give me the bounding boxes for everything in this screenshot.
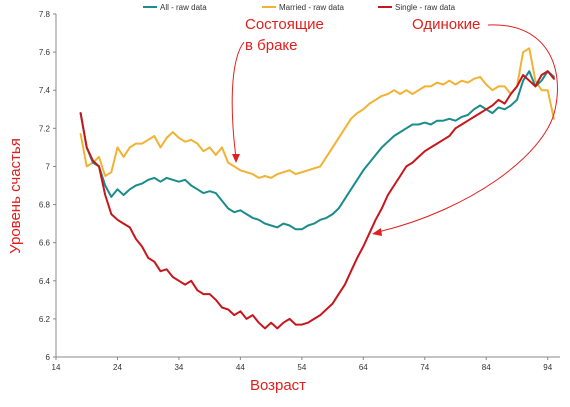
annotation-married-line-2: в браке bbox=[245, 37, 298, 54]
x-tick-label: 44 bbox=[236, 363, 245, 372]
annotation-married-label: Состоящие в браке bbox=[245, 16, 328, 54]
x-tick-label: 94 bbox=[543, 363, 552, 372]
annotation-married-arrowhead bbox=[232, 154, 240, 163]
y-tick-label: 6.2 bbox=[39, 315, 51, 324]
y-tick-label: 6.8 bbox=[39, 201, 51, 210]
annotation-single-arrow bbox=[377, 24, 558, 233]
annotations: Состоящие в браке Одинокие bbox=[231, 16, 558, 236]
y-tick-label: 6 bbox=[46, 353, 51, 362]
legend: All - raw data Married - raw data Single -… bbox=[143, 3, 456, 12]
annotation-single-label: Одинокие bbox=[412, 16, 480, 33]
x-tick-label: 54 bbox=[297, 363, 306, 372]
annotation-married-line-1: Состоящие bbox=[245, 16, 324, 33]
x-tick-label: 14 bbox=[52, 363, 61, 372]
y-axis-title: Уровень счастья bbox=[7, 138, 24, 254]
x-tick-label: 74 bbox=[420, 363, 429, 372]
annotation-single-line-1: Одинокие bbox=[412, 16, 480, 33]
y-tick-label: 6.6 bbox=[39, 239, 51, 248]
y-tick-label: 7 bbox=[46, 162, 51, 171]
x-tick-label: 34 bbox=[174, 363, 183, 372]
annotation-single-arrowhead bbox=[372, 228, 382, 236]
x-axis-title: Возраст bbox=[250, 377, 306, 394]
y-tick-label: 7.6 bbox=[39, 48, 51, 57]
x-tick-label: 84 bbox=[482, 363, 491, 372]
series-line-single bbox=[79, 70, 555, 330]
legend-label-all: All - raw data bbox=[160, 3, 207, 12]
x-tick-label: 24 bbox=[113, 363, 122, 372]
y-tick-label: 7.4 bbox=[39, 86, 51, 95]
y-axis: 6 6.2 6.4 6.6 6.8 7 7.2 7.4 7.6 7.8 bbox=[39, 10, 57, 362]
x-tick-label: 64 bbox=[359, 363, 368, 372]
y-tick-label: 6.4 bbox=[39, 277, 51, 286]
series-line-all bbox=[79, 70, 555, 231]
y-tick-label: 7.8 bbox=[39, 10, 51, 19]
y-tick-label: 7.2 bbox=[39, 124, 51, 133]
series-line-married bbox=[79, 47, 555, 179]
legend-label-single: Single - raw data bbox=[395, 3, 456, 12]
x-axis: 14 24 34 44 54 64 74 84 94 bbox=[52, 356, 560, 372]
annotation-married-arrow bbox=[231, 41, 245, 159]
legend-label-married: Married - raw data bbox=[279, 3, 344, 12]
series-group bbox=[79, 47, 555, 330]
